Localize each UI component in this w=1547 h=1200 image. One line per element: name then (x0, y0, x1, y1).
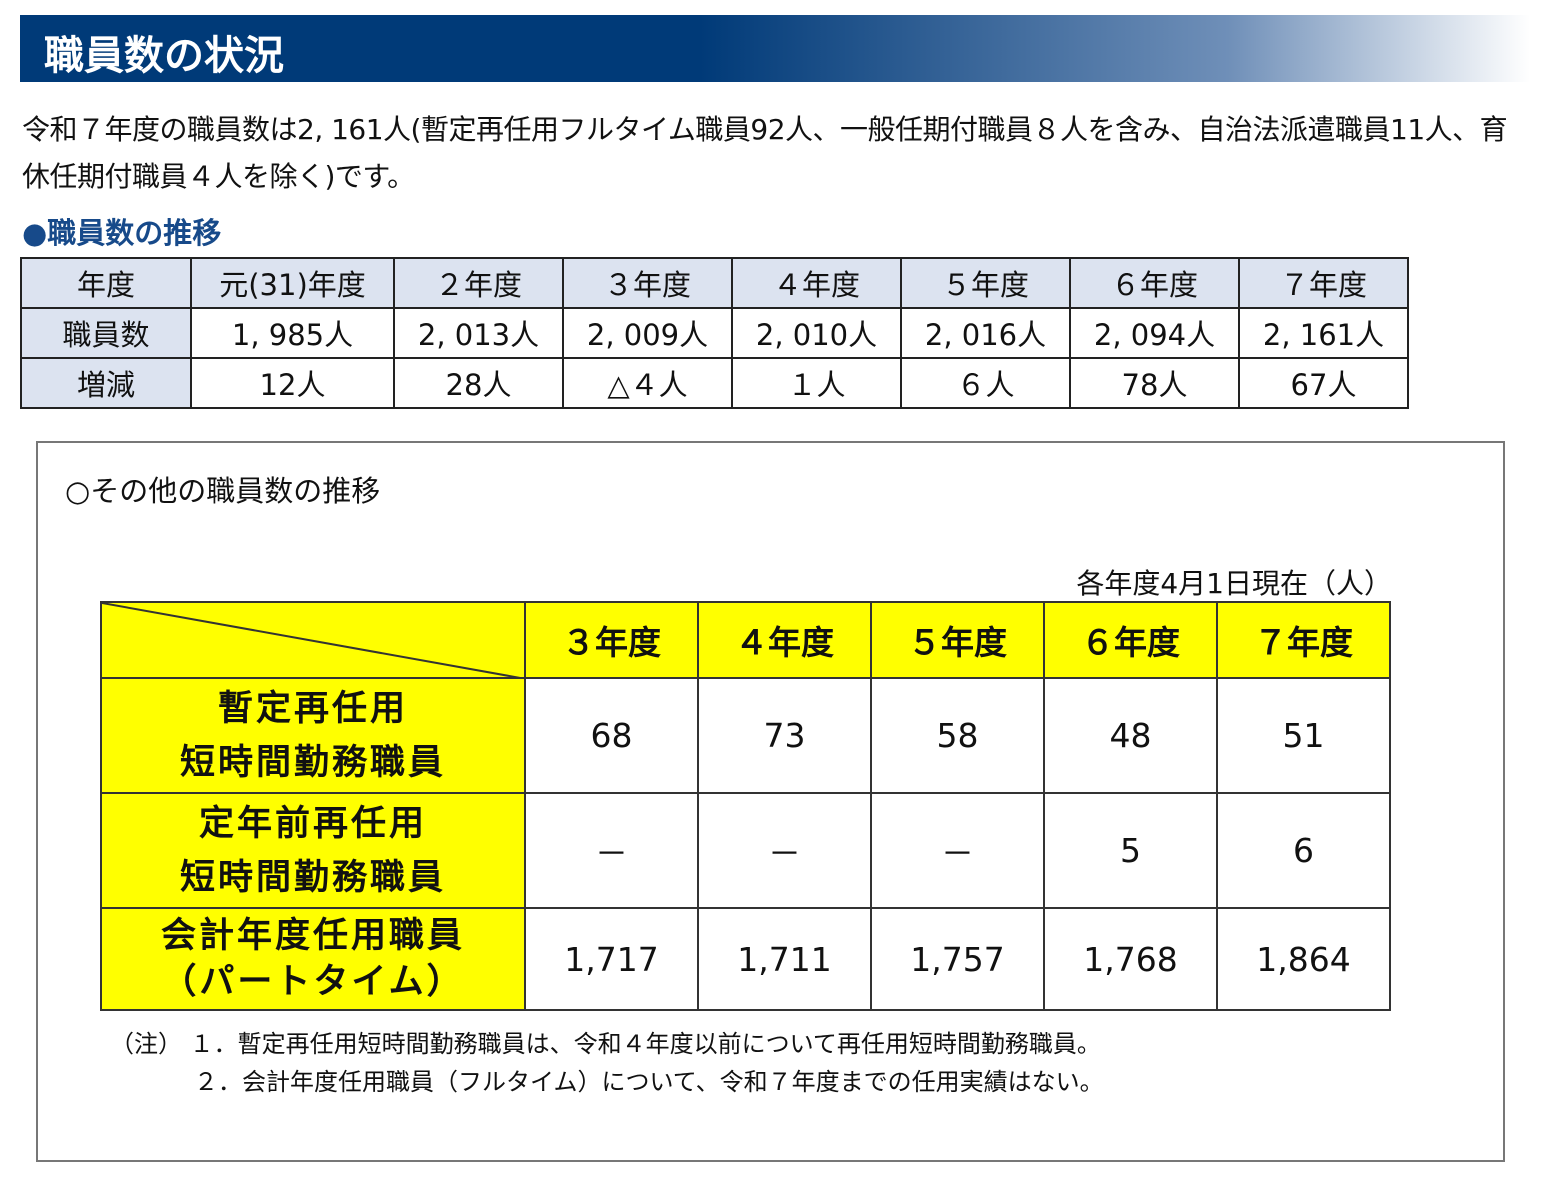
table-row: 会計年度任用職員 （パートタイム） 1,717 1,711 1,757 1,768… (100, 907, 1391, 1011)
table-row: 暫定再任用短時間勤務職員 68 73 58 48 51 (100, 677, 1391, 794)
row-label-line: 暫定再任用 (217, 688, 408, 729)
cell: 2, 016人 (900, 307, 1071, 359)
unit-note: 各年度4月1日現在（人） (1076, 567, 1392, 600)
cell: 1,711 (697, 907, 872, 1011)
row-header: 職員数 (20, 307, 192, 359)
cell: － (870, 792, 1045, 909)
header-cell: ６年度 (1069, 257, 1240, 309)
section-title: ●職員数の推移 (22, 216, 222, 250)
cell: △４人 (562, 357, 733, 409)
row-label-line: 定年前再任用 (198, 803, 427, 844)
page-header: 職員数の状況 (20, 15, 1530, 82)
cell: 2, 094人 (1069, 307, 1240, 359)
row-label-line: 会計年度任用職員 (160, 916, 465, 956)
row-label-line: 短時間勤務職員 (179, 857, 446, 898)
table-row: 増減 12人 28人 △４人 １人 ６人 78人 67人 (20, 357, 1409, 409)
cell: 28人 (393, 357, 564, 409)
header-cell: 元(31)年度 (190, 257, 395, 309)
table-header-row: 年度 元(31)年度 ２年度 ３年度 ４年度 ５年度 ６年度 ７年度 (20, 257, 1409, 309)
cell: 2, 010人 (731, 307, 902, 359)
header-cell: ２年度 (393, 257, 564, 309)
table-row: 定年前再任用 短時間勤務職員 － － － 5 6 (100, 792, 1391, 909)
header-cell: ４年度 (697, 601, 872, 679)
footnotes: （注） １．暫定再任用短時間勤務職員は、令和４年度以前について再任用短時間勤務職… (110, 1025, 1104, 1101)
cell: ６人 (900, 357, 1071, 409)
cell: 1,864 (1216, 907, 1391, 1011)
cell: 58 (870, 677, 1045, 794)
cell: 6 (1216, 792, 1391, 909)
summary-paragraph: 令和７年度の職員数は2, 161人(暫定再任用フルタイム職員92人、一般任期付職… (22, 113, 1508, 193)
cell: 78人 (1069, 357, 1240, 409)
table-header-row: ３年度 ４年度 ５年度 ６年度 ７年度 (100, 601, 1391, 679)
staff-trend-table: 年度 元(31)年度 ２年度 ３年度 ４年度 ５年度 ６年度 ７年度 職員数 1… (20, 257, 1409, 409)
diagonal-line (102, 603, 526, 679)
row-header: 定年前再任用 短時間勤務職員 (100, 792, 526, 909)
cell: 1,768 (1043, 907, 1218, 1011)
page-title: 職員数の状況 (44, 33, 284, 79)
cell: 51 (1216, 677, 1391, 794)
row-label-line: 短時間勤務職員 (179, 742, 446, 783)
table-row: 職員数 1, 985人 2, 013人 2, 009人 2, 010人 2, 0… (20, 307, 1409, 359)
cell: 48 (1043, 677, 1218, 794)
box-title: ○その他の職員数の推移 (65, 474, 381, 508)
cell: 68 (524, 677, 699, 794)
diagonal-corner-cell (100, 601, 526, 679)
header-cell: ３年度 (562, 257, 733, 309)
header-cell: ５年度 (870, 601, 1045, 679)
footnote: （注） １．暫定再任用短時間勤務職員は、令和４年度以前について再任用短時間勤務職… (110, 1030, 1101, 1058)
cell: 1, 985人 (190, 307, 395, 359)
cell: 1,757 (870, 907, 1045, 1011)
row-header: 暫定再任用短時間勤務職員 (100, 677, 526, 794)
header-cell: ３年度 (524, 601, 699, 679)
header-cell: ４年度 (731, 257, 902, 309)
cell: － (697, 792, 872, 909)
header-cell: 年度 (20, 257, 192, 309)
footnote: ２．会計年度任用職員（フルタイム）について、令和７年度までの任用実績はない。 (194, 1068, 1104, 1096)
cell: 12人 (190, 357, 395, 409)
other-staff-box (36, 441, 1505, 1162)
header-cell: ７年度 (1216, 601, 1391, 679)
header-cell: ５年度 (900, 257, 1071, 309)
cell: － (524, 792, 699, 909)
other-staff-table: ３年度 ４年度 ５年度 ６年度 ７年度 暫定再任用短時間勤務職員 68 73 5… (100, 601, 1391, 1011)
cell: 2, 161人 (1238, 307, 1409, 359)
cell: １人 (731, 357, 902, 409)
row-label-line: （パートタイム） (161, 962, 465, 1002)
cell: 2, 009人 (562, 307, 733, 359)
header-cell: ７年度 (1238, 257, 1409, 309)
cell: 1,717 (524, 907, 699, 1011)
cell: 2, 013人 (393, 307, 564, 359)
row-header: 会計年度任用職員 （パートタイム） (100, 907, 526, 1011)
cell: 5 (1043, 792, 1218, 909)
cell: 67人 (1238, 357, 1409, 409)
row-header: 増減 (20, 357, 192, 409)
header-cell: ６年度 (1043, 601, 1218, 679)
cell: 73 (697, 677, 872, 794)
